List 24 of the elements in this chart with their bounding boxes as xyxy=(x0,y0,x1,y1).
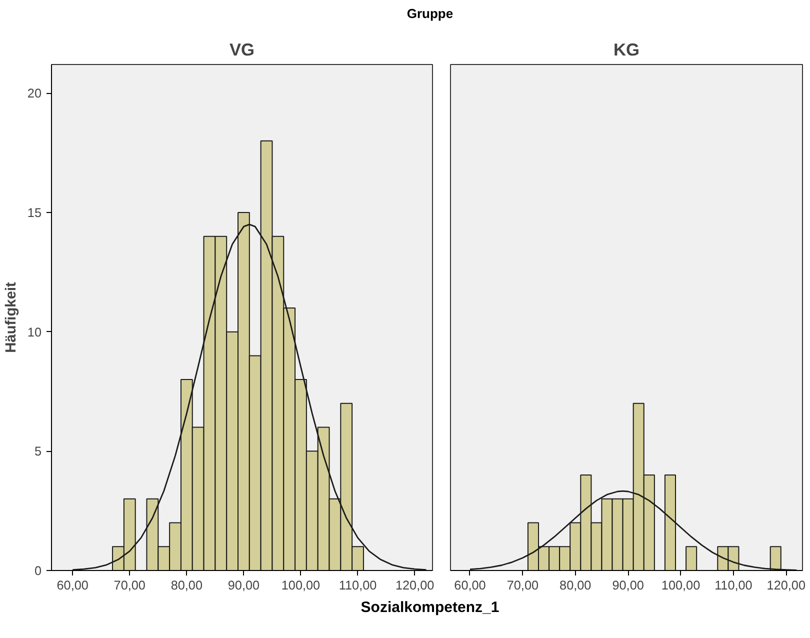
x-tick-label: 70,00 xyxy=(114,578,146,592)
y-tick-label: 20 xyxy=(27,86,42,101)
chart-subtitle: KG xyxy=(614,40,640,60)
x-tick-label: 110,00 xyxy=(714,578,752,592)
x-tick-label: 120,00 xyxy=(395,578,434,592)
chart-subtitle: VG xyxy=(229,40,255,60)
x-axis-title: Sozialkompetenz_1 xyxy=(360,598,500,618)
x-tick-label: 100,00 xyxy=(281,578,320,592)
x-tick-label: 80,00 xyxy=(170,578,203,592)
x-tick-label: 110,00 xyxy=(338,578,377,592)
x-tick-label: 90,00 xyxy=(612,578,644,592)
x-tick-label: 70,00 xyxy=(506,578,539,592)
x-tick-label: 90,00 xyxy=(228,578,260,592)
y-tick-label: 15 xyxy=(27,206,42,220)
y-tick-label: 10 xyxy=(27,325,42,340)
x-tick-label: 120,00 xyxy=(766,578,806,592)
y-tick-label: 0 xyxy=(34,564,42,578)
y-axis-title: Häufigkeit xyxy=(3,282,20,353)
chart-title: Gruppe xyxy=(406,5,454,23)
x-tick-label: 60,00 xyxy=(454,578,486,592)
x-tick-label: 80,00 xyxy=(560,578,592,592)
y-tick-label: 5 xyxy=(34,444,42,459)
x-tick-label: 100,00 xyxy=(661,578,700,592)
x-tick-label: 60,00 xyxy=(56,578,88,592)
